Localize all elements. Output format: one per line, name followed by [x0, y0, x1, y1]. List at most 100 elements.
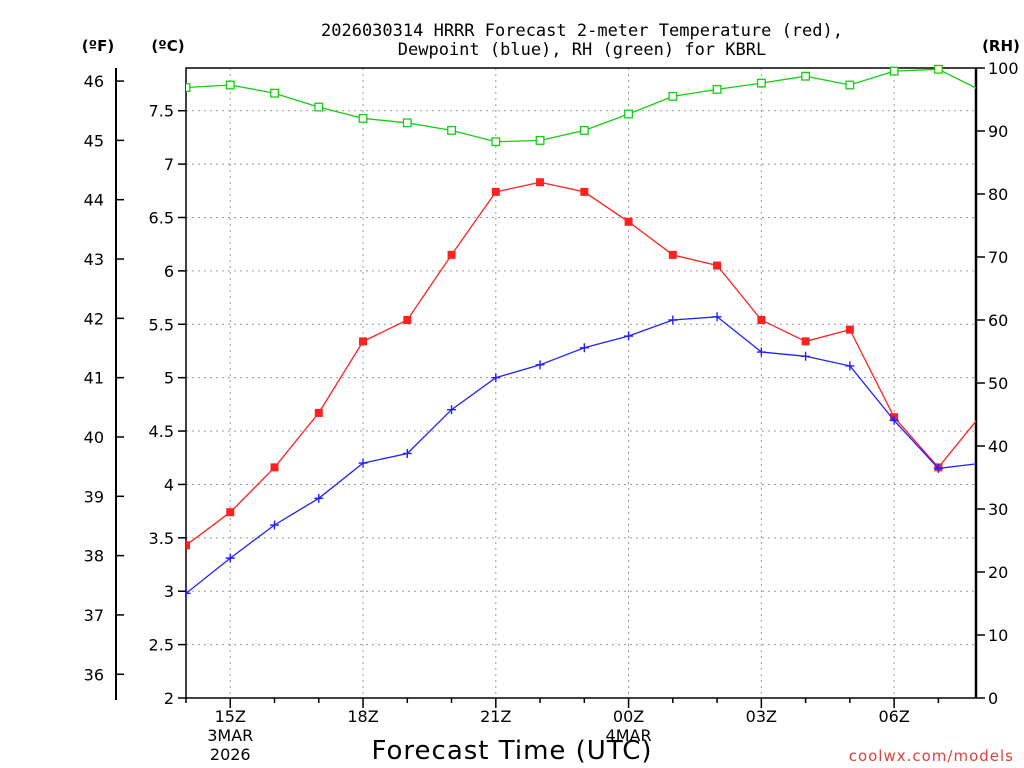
celsius-tick-label: 6: [164, 262, 174, 281]
rh-point: [668, 91, 678, 101]
rh-tick-label: 90: [988, 122, 1008, 141]
rh-tick-label: 10: [988, 626, 1008, 645]
temperature-point: [624, 217, 633, 226]
fahrenheit-tick-label: 42: [84, 309, 104, 328]
rh-tick-label: 80: [988, 185, 1008, 204]
rh-point: [314, 102, 324, 112]
fahrenheit-tick-label: 45: [84, 131, 104, 150]
rh-unit-label: (RH): [982, 37, 1020, 55]
temperature-point: [757, 316, 766, 324]
credit-label: coolwx.com/models: [849, 747, 1014, 765]
dewpoint-point: [186, 588, 191, 598]
temperature-point: [270, 463, 279, 472]
celsius-tick-label: 5: [164, 369, 174, 388]
series-layer: [186, 64, 987, 598]
dewpoint-point: [933, 463, 943, 473]
series-2: [186, 64, 987, 147]
rh-point: [402, 118, 412, 128]
x-tick-label: 21Z: [480, 707, 511, 726]
dewpoint-point: [668, 315, 678, 325]
celsius-tick-label: 7: [164, 155, 174, 174]
x-year-label: 2026: [210, 745, 251, 764]
x-tick-label: 18Z: [347, 707, 378, 726]
temperature-point: [491, 187, 500, 196]
celsius-tick-label: 3: [164, 582, 174, 601]
fahrenheit-tick-label: 40: [84, 428, 104, 447]
fahrenheit-tick-label: 46: [84, 72, 104, 91]
dewpoint-point: [447, 405, 457, 415]
temperature-point: [403, 316, 412, 324]
temperature-point: [713, 261, 722, 270]
temperature-point: [536, 178, 545, 187]
dewpoint-point: [978, 459, 987, 468]
temperature-point: [314, 408, 323, 417]
dewpoint-point: [314, 493, 324, 503]
rh-tick-label: 70: [988, 248, 1008, 267]
rh-point: [225, 80, 235, 90]
rh-point: [535, 135, 545, 145]
rh-point: [845, 80, 855, 90]
series-line: [186, 181, 976, 546]
celsius-tick-label: 4.5: [149, 422, 174, 441]
rh-tick-label: 0: [988, 689, 998, 708]
temperature-point: [359, 337, 368, 346]
rh-tick-label: 40: [988, 437, 1008, 456]
x-tick-label: 03Z: [746, 707, 777, 726]
series-line: [186, 316, 976, 594]
rh-tick-label: 50: [988, 374, 1008, 393]
dewpoint-point: [801, 351, 811, 361]
rh-tick-label: 100: [988, 59, 1019, 78]
temperature-point: [979, 409, 987, 417]
rh-point: [358, 113, 368, 123]
fahrenheit-unit-label: (ºF): [82, 37, 114, 55]
series-1: [186, 312, 987, 598]
dewpoint-point: [845, 361, 855, 371]
rh-point: [756, 78, 766, 88]
celsius-tick-label: 5.5: [149, 315, 174, 334]
chart-title-line1: 2026030314 HRRR Forecast 2-meter Tempera…: [321, 21, 843, 41]
celsius-tick-label: 2.5: [149, 636, 174, 655]
rh-point: [979, 88, 987, 96]
temperature-point: [801, 337, 810, 346]
x-date-label: 3MAR: [207, 726, 253, 745]
celsius-tick-label: 7.5: [149, 102, 174, 121]
series-0: [186, 178, 987, 550]
fahrenheit-tick-label: 44: [84, 191, 104, 210]
dewpoint-point: [358, 458, 368, 468]
fahrenheit-tick-label: 36: [84, 665, 104, 684]
celsius-tick-label: 3.5: [149, 529, 174, 548]
celsius-tick-label: 6.5: [149, 208, 174, 227]
celsius-tick-label: 2: [164, 689, 174, 708]
dewpoint-point: [270, 520, 280, 530]
temperature-point: [668, 250, 677, 259]
dewpoint-point: [491, 373, 501, 383]
gridlines: [186, 68, 976, 698]
dewpoint-point: [889, 415, 899, 425]
rh-tick-label: 60: [988, 311, 1008, 330]
x-tick-label: 15Z: [215, 707, 246, 726]
temperature-point: [845, 325, 854, 334]
plot-frame: [185, 67, 977, 699]
rh-point: [270, 88, 279, 98]
fahrenheit-tick-label: 41: [84, 369, 104, 388]
fahrenheit-tick-label: 38: [84, 547, 104, 566]
chart-title-line2: Dewpoint (blue), RH (green) for KBRL: [398, 40, 766, 60]
rh-tick-label: 30: [988, 500, 1008, 519]
temperature-point: [186, 541, 190, 550]
dewpoint-point: [756, 347, 766, 357]
x-axis-title: Forecast Time (UTC): [371, 736, 652, 766]
rh-point: [712, 84, 722, 94]
fahrenheit-tick-label: 39: [84, 487, 104, 506]
celsius-unit-label: (ºC): [151, 37, 184, 55]
x-date-label: 4MAR: [606, 726, 652, 745]
rh-point: [186, 83, 191, 92]
celsius-tick-label: 4: [164, 475, 174, 494]
temperature-point: [226, 508, 235, 517]
rh-point: [889, 66, 899, 76]
x-tick-label: 00Z: [613, 707, 644, 726]
fahrenheit-tick-label: 37: [84, 606, 104, 625]
rh-point: [491, 137, 501, 147]
rh-point: [624, 109, 634, 119]
dewpoint-point: [579, 343, 589, 353]
